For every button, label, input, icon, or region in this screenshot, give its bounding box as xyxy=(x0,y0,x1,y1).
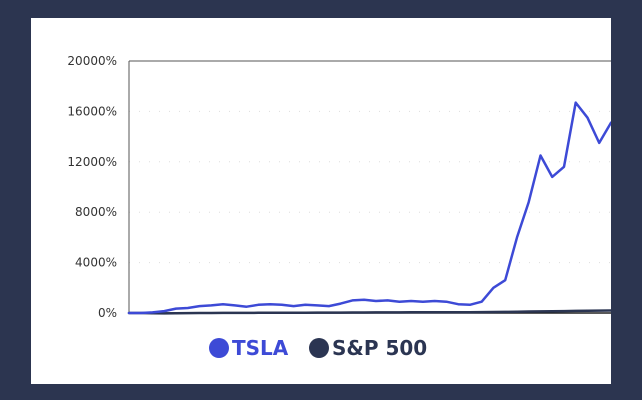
y-tick-label: 12000% xyxy=(67,155,117,169)
series-line-s-p-500 xyxy=(127,309,611,315)
series-line-tsla xyxy=(127,101,611,315)
legend-marker-tsla xyxy=(209,338,229,358)
line-chart: 0% 4000% 8000% 12000% 16000% 20000% TSLA S&P 50… xyxy=(67,54,611,360)
y-tick-label: 4000% xyxy=(75,256,117,270)
legend-label-s-p-500: S&P 500 xyxy=(332,336,427,360)
y-tick-label: 16000% xyxy=(67,104,117,118)
y-tick-label: 0% xyxy=(98,306,117,320)
chart-card: 0% 4000% 8000% 12000% 16000% 20000% TSLA S&P 50… xyxy=(31,18,611,384)
legend-marker-s-p-500 xyxy=(309,338,329,358)
legend-label-tsla: TSLA xyxy=(232,336,289,360)
y-tick-label: 8000% xyxy=(75,205,117,219)
y-tick-label: 20000% xyxy=(67,54,117,68)
